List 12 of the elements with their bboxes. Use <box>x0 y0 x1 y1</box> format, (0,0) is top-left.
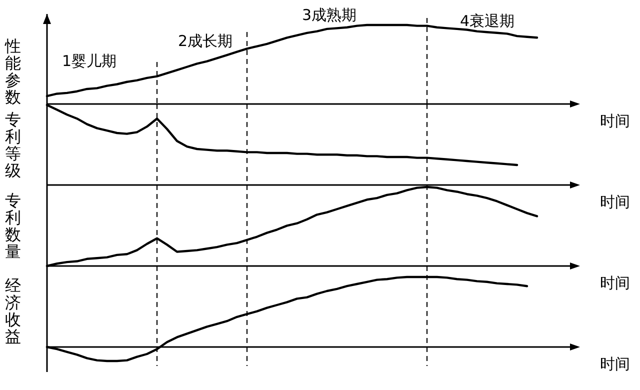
annotation: 1婴儿期 <box>62 52 117 70</box>
annotation: 4衰退期 <box>460 12 515 30</box>
y-axis-title: 专利等级 <box>5 110 21 180</box>
y-axis-title: 性能参数 <box>4 36 21 106</box>
text: 3成熟期 <box>302 6 357 24</box>
x-axis-title: 时间 <box>600 112 630 130</box>
y-axis-title: 专利数量 <box>5 191 21 261</box>
annotation: 2成长期 <box>178 32 233 50</box>
x-axis-title: 时间 <box>600 274 630 292</box>
y-axis-title: 经济收益 <box>5 276 21 346</box>
x-axis-title: 时间 <box>600 193 630 211</box>
x-axis-title: 时间 <box>600 355 630 373</box>
